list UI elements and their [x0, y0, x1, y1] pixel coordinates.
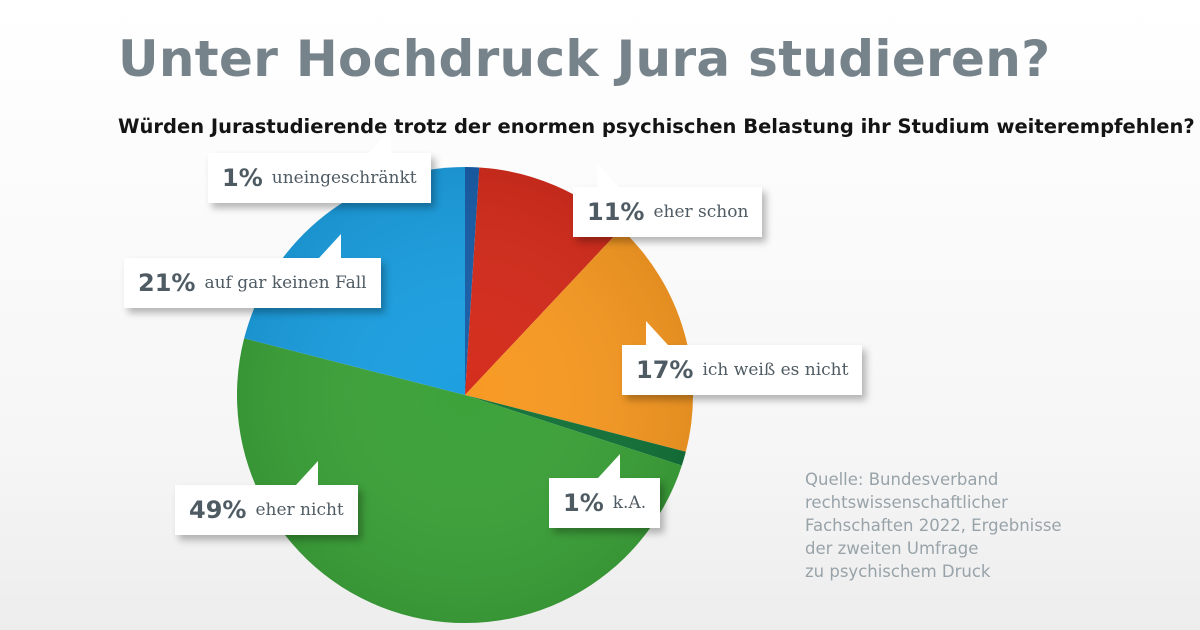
slice-value-label: 1% [222, 164, 263, 192]
callout-eher-schon: 11% eher schon [573, 163, 763, 237]
slice-label: eher schon [653, 202, 749, 222]
slice-label: uneingeschränkt [271, 168, 417, 188]
slice-value-label: 11% [587, 198, 645, 226]
slice-label: auf gar keinen Fall [204, 273, 367, 293]
slice-value-label: 17% [636, 356, 694, 384]
callout-uneingeschraenkt: 1% uneingeschränkt [208, 129, 431, 203]
slice-label: k.A. [612, 493, 647, 513]
slice-value-label: 49% [189, 496, 247, 524]
source-note: Quelle: Bundesverband rechtswissenschaft… [805, 470, 1062, 581]
callout-ka: 1% k.A. [549, 454, 661, 528]
callout-eher-nicht: 49% eher nicht [175, 461, 358, 535]
slice-value-label: 1% [563, 489, 604, 517]
callout-ich-weiss-es-nicht: 17% ich weiß es nicht [622, 321, 863, 395]
slice-label: ich weiß es nicht [702, 360, 849, 380]
callout-auf-gar-keinen-fall: 21% auf gar keinen Fall [124, 234, 381, 308]
page-title: Unter Hochdruck Jura studieren? [118, 30, 1051, 88]
slice-value-label: 21% [138, 269, 196, 297]
slice-label: eher nicht [255, 500, 344, 520]
